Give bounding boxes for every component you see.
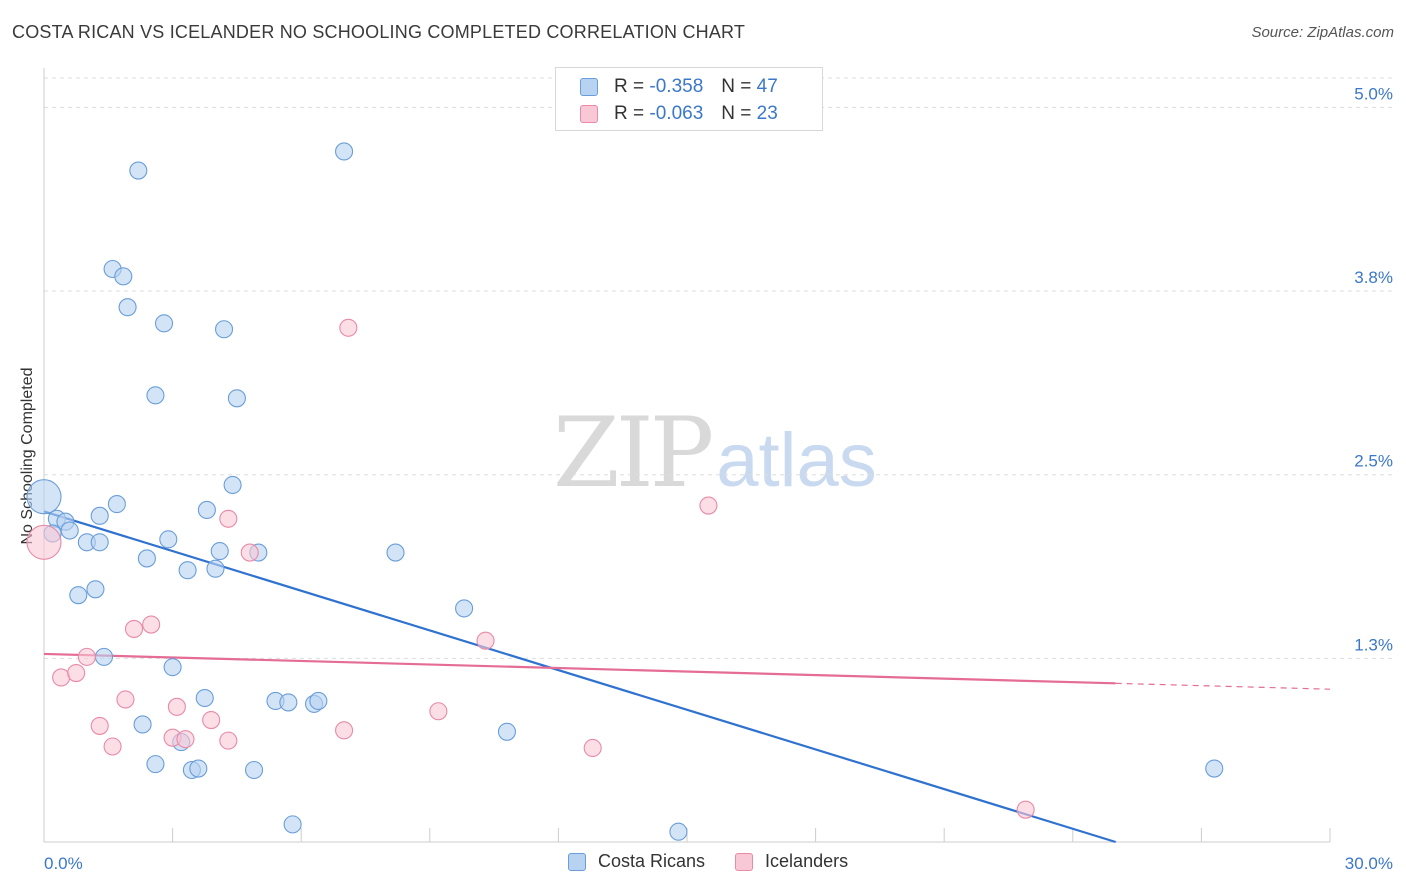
costa-rican-point bbox=[178, 561, 197, 580]
series-name-costa-ricans: Costa Ricans bbox=[598, 851, 706, 871]
series-legend: Costa Ricans Icelanders bbox=[568, 851, 878, 872]
x-tick-label-max: 30.0% bbox=[1345, 854, 1393, 873]
icelander-point bbox=[103, 737, 122, 756]
data-points bbox=[26, 142, 1224, 841]
costa-rican-point bbox=[335, 142, 354, 161]
series-name-icelanders: Icelanders bbox=[765, 851, 849, 871]
costa-rican-point bbox=[244, 760, 264, 780]
icelander-point bbox=[202, 711, 221, 730]
legend-r-label: R = bbox=[614, 76, 645, 97]
icelander-trend-extension bbox=[1115, 682, 1331, 690]
costa-rican-point bbox=[223, 475, 242, 495]
grid-lines bbox=[44, 77, 1392, 659]
costa-rican-point bbox=[114, 267, 133, 286]
icelander-point bbox=[339, 318, 358, 337]
stats-legend: R = -0.358 N = 47 R = -0.063 N = 23 bbox=[555, 67, 823, 131]
costa-rican-point bbox=[206, 559, 225, 578]
costa-rican-point bbox=[309, 691, 328, 711]
icelander-point bbox=[90, 716, 109, 735]
legend-swatch-pink bbox=[580, 105, 598, 123]
icelander-point bbox=[176, 730, 195, 749]
legend-row-icelanders: R = -0.063 N = 23 bbox=[580, 101, 778, 127]
costa-rican-point bbox=[195, 688, 214, 708]
axes bbox=[43, 68, 1331, 843]
costa-rican-point bbox=[669, 822, 688, 841]
icelander-point bbox=[335, 721, 354, 740]
icelander-point bbox=[583, 738, 602, 758]
costa-rican-point bbox=[227, 389, 246, 408]
legend-n-value: 23 bbox=[756, 103, 778, 124]
costa-rican-point bbox=[137, 549, 156, 568]
chart-title: COSTA RICAN VS ICELANDER NO SCHOOLING CO… bbox=[12, 22, 746, 42]
legend-r-value: -0.063 bbox=[649, 103, 704, 124]
costa-rican-point bbox=[90, 533, 109, 552]
icelander-point bbox=[219, 731, 238, 750]
trend-lines bbox=[43, 510, 1331, 844]
costa-rican-point bbox=[497, 722, 517, 741]
costa-rican-point bbox=[455, 599, 474, 618]
icelander-point bbox=[167, 697, 186, 716]
costa-rican-point bbox=[60, 521, 79, 540]
legend-swatch-blue bbox=[580, 78, 598, 96]
icelander-point bbox=[699, 496, 718, 515]
costa-rican-point bbox=[69, 586, 88, 605]
icelander-point bbox=[116, 690, 135, 709]
icelander-point bbox=[124, 619, 144, 639]
costa-rican-point bbox=[197, 500, 216, 520]
legend-row-costa-ricans: R = -0.358 N = 47 bbox=[580, 74, 778, 100]
icelander-point bbox=[476, 631, 495, 650]
icelander-point bbox=[240, 543, 259, 562]
tick-labels: 1.3% 2.5% 3.8% 5.0% 0.0% 30.0% bbox=[44, 84, 1393, 873]
legend-r-label: R = bbox=[614, 103, 645, 124]
costa-rican-point bbox=[283, 815, 302, 834]
y-tick-label: 1.3% bbox=[1354, 635, 1393, 654]
x-tick-label-min: 0.0% bbox=[44, 854, 83, 873]
series-swatch-blue bbox=[568, 852, 586, 871]
costa-rican-point bbox=[107, 495, 126, 514]
icelander-point bbox=[1016, 800, 1035, 819]
legend-n-value: 47 bbox=[756, 76, 778, 97]
costa-rican-point bbox=[386, 543, 405, 562]
series-legend-icelanders: Icelanders bbox=[735, 851, 848, 872]
icelander-point bbox=[52, 668, 71, 687]
icelander-point bbox=[429, 702, 448, 721]
series-legend-costa-ricans: Costa Ricans bbox=[568, 851, 705, 872]
watermark: ZIPatlas bbox=[553, 405, 877, 502]
icelander-point bbox=[77, 647, 96, 666]
costa-rican-point bbox=[159, 530, 178, 549]
watermark-atlas: atlas bbox=[716, 418, 877, 503]
costa-rican-point bbox=[146, 386, 165, 405]
costa-rican-point bbox=[163, 658, 182, 677]
costa-rican-point bbox=[26, 479, 62, 515]
costa-rican-point bbox=[1205, 759, 1224, 778]
legend-r-value: -0.358 bbox=[649, 76, 704, 97]
costa-rican-point bbox=[118, 298, 137, 317]
costa-rican-point bbox=[146, 755, 165, 774]
costa-rican-point bbox=[154, 314, 174, 333]
costa-rican-point bbox=[90, 506, 109, 525]
costa-rican-trend-line bbox=[43, 510, 1116, 844]
costa-rican-point bbox=[129, 161, 148, 180]
legend-n-label: N = bbox=[721, 103, 752, 124]
costa-rican-point bbox=[86, 580, 105, 599]
watermark-zip: ZIP bbox=[553, 397, 714, 509]
icelander-point bbox=[67, 663, 86, 683]
y-tick-label: 5.0% bbox=[1354, 84, 1393, 103]
legend-n-label: N = bbox=[721, 76, 752, 97]
costa-rican-point bbox=[133, 715, 152, 734]
icelander-trend-line bbox=[43, 652, 1116, 685]
costa-rican-point bbox=[214, 320, 234, 339]
icelander-point bbox=[142, 615, 161, 634]
costa-rican-point bbox=[279, 693, 298, 712]
source-credit: Source: ZipAtlas.com bbox=[1251, 24, 1394, 41]
costa-rican-point bbox=[210, 542, 229, 561]
icelander-point bbox=[219, 509, 238, 528]
costa-rican-point bbox=[189, 759, 208, 778]
icelander-point bbox=[26, 524, 62, 560]
y-tick-label: 3.8% bbox=[1354, 268, 1393, 287]
costa-rican-point bbox=[94, 647, 114, 666]
series-swatch-pink bbox=[735, 852, 754, 871]
y-tick-label: 2.5% bbox=[1354, 452, 1393, 471]
